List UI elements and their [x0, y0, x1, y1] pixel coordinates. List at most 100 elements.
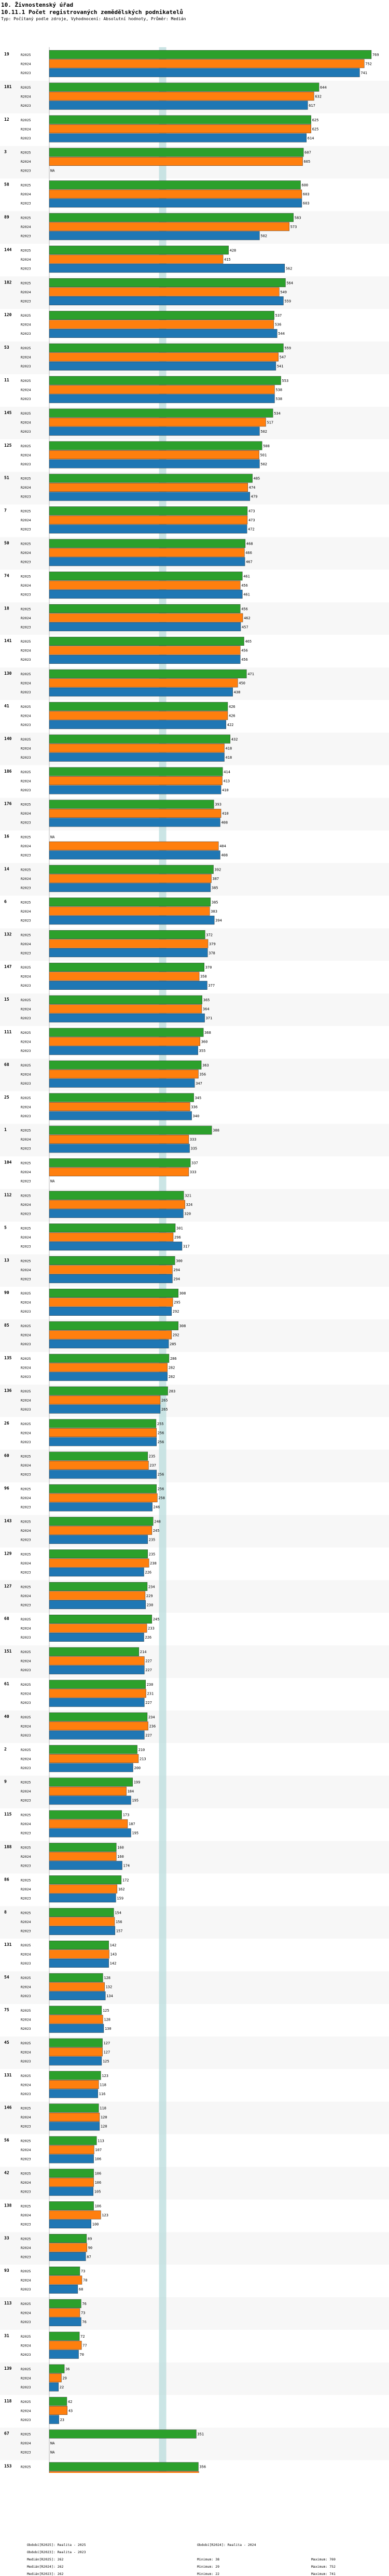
value-label: 345: [195, 1096, 202, 1100]
series-label: R2025: [21, 737, 31, 742]
value-label: 118: [100, 2083, 106, 2087]
value-label: 23: [60, 2418, 64, 2422]
series-label: R2025: [21, 705, 31, 709]
legend-stat: Období[R2025]: Realita - 2025: [27, 2543, 86, 2547]
value-label: 321: [185, 1194, 191, 1198]
bar: [49, 198, 302, 208]
value-label: 404: [219, 844, 226, 848]
category-label: 131: [4, 2073, 12, 2077]
series-label: R2024: [21, 616, 31, 620]
value-label: 43: [68, 2409, 73, 2413]
bar: [49, 1386, 168, 1396]
series-label: R2024: [21, 2279, 31, 2283]
series-label: R2025: [21, 965, 31, 970]
value-label: 355: [199, 1049, 206, 1053]
series-label: R2023: [21, 364, 31, 368]
bar: [49, 548, 245, 557]
value-label: 210: [138, 1748, 145, 1752]
bar: [49, 1354, 170, 1363]
bar: [49, 1828, 131, 1838]
bar: [49, 1535, 148, 1544]
series-label: R2024: [21, 779, 31, 783]
value-label: 457: [242, 625, 248, 629]
bar: [49, 1134, 189, 1144]
series-label: R2025: [21, 379, 31, 383]
bar: [49, 930, 205, 940]
series-label: R2023: [21, 984, 31, 988]
series-label: R2023: [21, 918, 31, 922]
value-label: 408: [221, 853, 228, 858]
series-label: R2024: [21, 975, 31, 979]
series-label: R2024: [21, 1333, 31, 1337]
bar: [49, 50, 372, 59]
series-label: R2023: [21, 2092, 31, 2096]
series-label: R2025: [21, 803, 31, 807]
bar: [49, 808, 221, 818]
bar: [49, 459, 260, 468]
value-label: 184: [128, 1789, 134, 1794]
category-label: 153: [4, 2464, 12, 2469]
bar: [49, 1502, 152, 1512]
bar: [49, 1111, 192, 1120]
bar: [49, 2397, 67, 2406]
value-label: 371: [206, 1016, 213, 1020]
category-label: 18: [4, 606, 9, 610]
bar: [49, 590, 243, 599]
value-label: 106: [95, 2181, 102, 2185]
value-label: 248: [154, 1520, 161, 1524]
category-label: 111: [4, 1030, 12, 1034]
series-label: R2025: [21, 1617, 31, 1621]
bar: [49, 1908, 114, 1917]
series-label: R2023: [21, 1016, 31, 1020]
series-label: R2023: [21, 592, 31, 596]
bar: [49, 524, 247, 534]
bar: [49, 1321, 178, 1330]
bar: [49, 1484, 157, 1493]
series-label: R2025: [21, 1781, 31, 1785]
series-label: R2025: [21, 2107, 31, 2111]
value-label: 128: [104, 1976, 110, 1980]
series-label: R2024: [21, 1627, 31, 1631]
series-label: R2023: [21, 788, 31, 792]
report-title: 10. Živnostenský úřad: [1, 2, 74, 8]
bar: [49, 580, 241, 590]
series-label: R2025: [21, 1520, 31, 1524]
value-label: 238: [150, 1561, 157, 1565]
bar: [49, 329, 277, 338]
value-label: 472: [248, 528, 255, 532]
series-label: R2024: [21, 1203, 31, 1207]
series-label: R2023: [21, 1342, 31, 1346]
series-label: R2025: [21, 1226, 31, 1230]
series-label: R2023: [21, 2353, 31, 2357]
series-label: R2023: [21, 2451, 31, 2455]
bar: [49, 180, 301, 190]
value-label: 237: [149, 1463, 156, 1468]
category-label: 3: [4, 150, 7, 154]
value-label: 235: [149, 1455, 156, 1459]
value-label: 265: [161, 1398, 168, 1402]
series-label: R2025: [21, 281, 31, 285]
value-label: 337: [191, 1161, 198, 1165]
value-label: 258: [158, 1496, 165, 1500]
bar: [49, 2201, 94, 2211]
bar: [49, 604, 241, 614]
series-label: R2024: [21, 258, 31, 262]
value-label: 160: [117, 1855, 124, 1859]
series-label: R2025: [21, 2400, 31, 2404]
value-label: 317: [183, 1244, 190, 1248]
bar: [49, 1777, 133, 1787]
value-label: 502: [260, 234, 267, 238]
value-label: 410: [222, 812, 229, 816]
bar: [49, 1647, 140, 1656]
bar: [49, 1256, 175, 1265]
bar: [49, 1730, 145, 1740]
bar: [49, 2317, 81, 2326]
series-label: R2024: [21, 844, 31, 848]
value-label: 105: [94, 2190, 101, 2194]
series-label: R2024: [21, 453, 31, 457]
series-label: R2024: [21, 812, 31, 816]
value-label: 358: [200, 975, 207, 979]
bar: [49, 1991, 106, 2000]
series-label: R2023: [21, 2190, 31, 2194]
series-label: R2025: [21, 2237, 31, 2241]
